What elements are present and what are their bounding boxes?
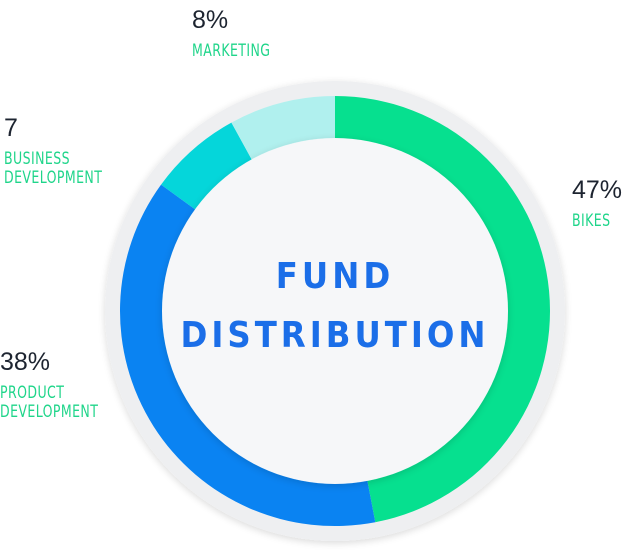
- slices-group: [119, 96, 551, 527]
- business-name-line2: DEVELOPMENT: [4, 168, 103, 188]
- label-marketing: 8% MARKETING: [192, 8, 288, 61]
- product-name-line1: PRODUCT: [0, 383, 65, 403]
- marketing-name: MARKETING: [192, 41, 271, 61]
- product-name-line2: DEVELOPMENT: [0, 402, 99, 422]
- chart-inner-disc: [162, 138, 508, 484]
- chart-title-line1: FUND: [275, 256, 395, 297]
- slice-product-development: [119, 184, 376, 527]
- product-value: 38%: [0, 348, 51, 376]
- business-value: 7: [4, 114, 18, 142]
- bikes-name: BIKES: [572, 211, 611, 231]
- slice-bikes: [335, 96, 551, 523]
- label-business-development: 7 BUSINESS DEVELOPMENT: [4, 116, 124, 188]
- slice-business-development: [161, 122, 256, 215]
- bikes-value: 47%: [572, 176, 623, 204]
- label-product-development: 38% PRODUCT DEVELOPMENT: [0, 350, 120, 422]
- marketing-value: 8%: [192, 6, 229, 34]
- chart-title-line2: DISTRIBUTION: [180, 315, 490, 356]
- business-name-line1: BUSINESS: [4, 149, 70, 169]
- label-bikes: 47% BIKES: [572, 178, 622, 231]
- slice-marketing: [231, 96, 335, 167]
